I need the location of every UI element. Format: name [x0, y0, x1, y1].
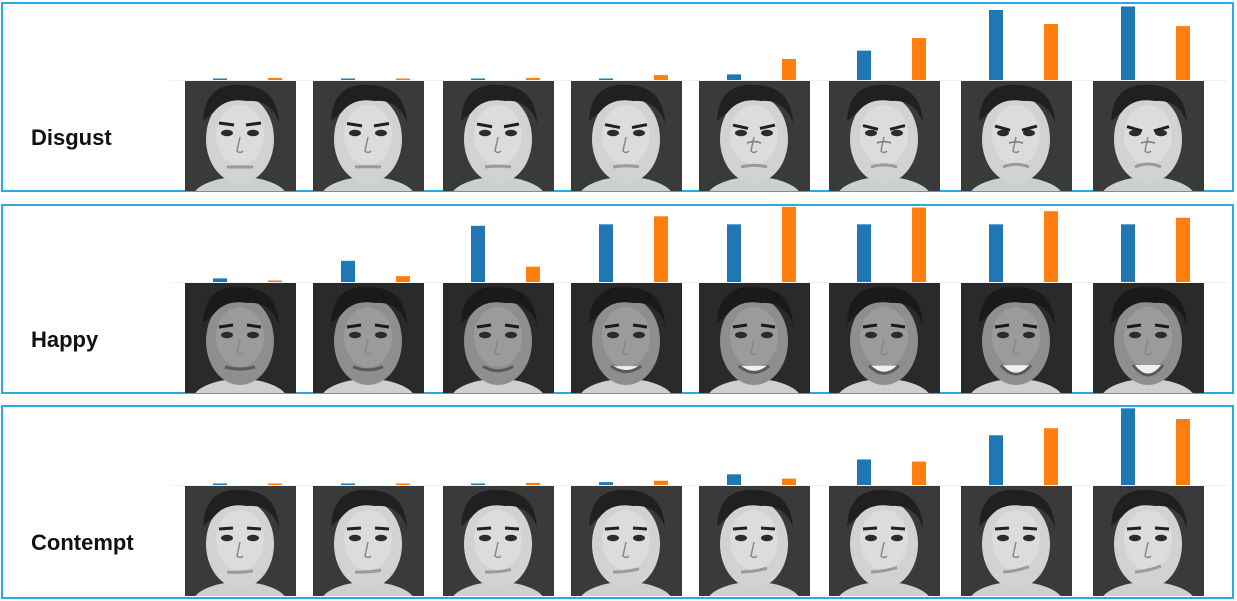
- face-image: [829, 283, 940, 393]
- face-image: [961, 486, 1072, 596]
- face-image: [185, 283, 296, 393]
- face-image: [185, 486, 296, 596]
- face-image: [443, 81, 554, 191]
- face-image: [185, 81, 296, 191]
- face-image: [443, 486, 554, 596]
- face-image: [699, 486, 810, 596]
- face-image: [699, 81, 810, 191]
- face-image: [571, 486, 682, 596]
- face-image: [1093, 486, 1204, 596]
- face-image: [829, 486, 940, 596]
- face-image: [571, 81, 682, 191]
- face-image: [443, 283, 554, 393]
- expression-label: Disgust: [31, 125, 112, 150]
- face-image: [961, 81, 1072, 191]
- face-image: [699, 283, 810, 393]
- face-image: [829, 81, 940, 191]
- expression-label: Happy: [31, 327, 99, 352]
- face-image: [961, 283, 1072, 393]
- expression-label: Contempt: [31, 530, 134, 555]
- face-image: [313, 486, 424, 596]
- face-image: [1093, 81, 1204, 191]
- face-image: [313, 283, 424, 393]
- face-image: [313, 81, 424, 191]
- face-image: [1093, 283, 1204, 393]
- face-image: [571, 283, 682, 393]
